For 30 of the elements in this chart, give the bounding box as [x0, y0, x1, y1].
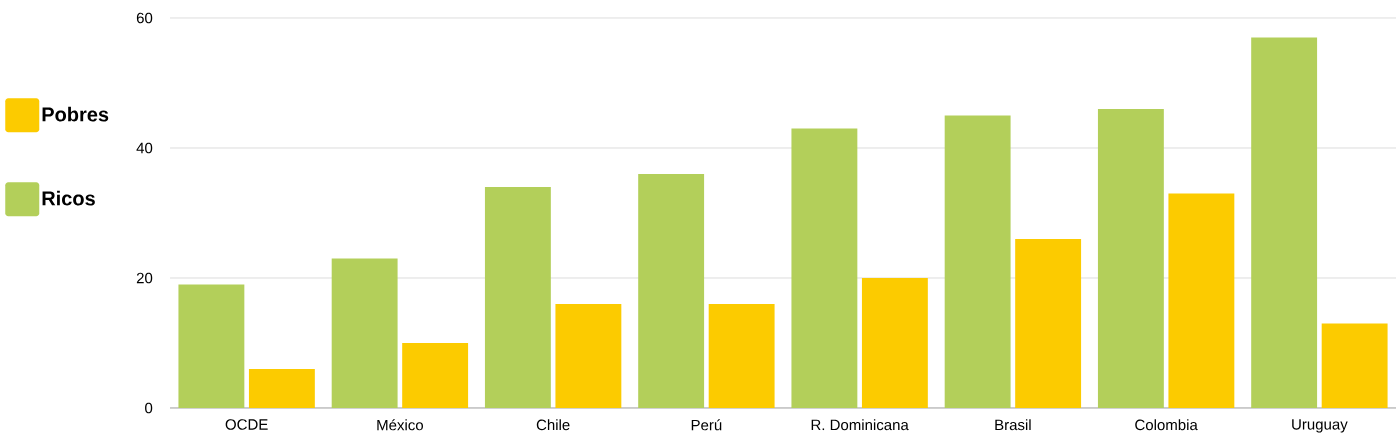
- legend-label: Pobres: [42, 106, 109, 122]
- bar: [708, 303, 775, 408]
- bar: [1097, 108, 1164, 408]
- y-tick-label: 0: [145, 402, 153, 414]
- legend-label: Ricos: [42, 190, 95, 206]
- bar: [178, 284, 245, 408]
- bar: [248, 368, 315, 408]
- bar: [331, 258, 398, 408]
- y-tick-label: 60: [136, 12, 153, 24]
- bar: [1321, 323, 1388, 408]
- x-tick-label: México: [377, 419, 424, 431]
- y-tick-label: 20: [136, 272, 153, 284]
- bar: [484, 186, 551, 408]
- bar: [638, 173, 705, 408]
- x-tick-label: Brasil: [995, 419, 1031, 431]
- x-tick-label: R. Dominicana: [811, 419, 909, 431]
- bar: [791, 128, 858, 408]
- y-tick-label: 40: [136, 142, 153, 154]
- x-tick-label: Uruguay: [1292, 419, 1348, 433]
- x-tick-label: OCDE: [225, 419, 268, 430]
- x-tick-label: Colombia: [1135, 419, 1198, 431]
- bar: [1015, 238, 1082, 408]
- bar: [1251, 37, 1318, 408]
- bar: [402, 342, 469, 408]
- bar: [555, 303, 622, 408]
- bar: [944, 115, 1011, 408]
- bar: [861, 277, 928, 408]
- x-tick-label: Chile: [536, 419, 570, 431]
- bar: [1168, 193, 1235, 408]
- x-tick-label: Perú: [691, 419, 722, 431]
